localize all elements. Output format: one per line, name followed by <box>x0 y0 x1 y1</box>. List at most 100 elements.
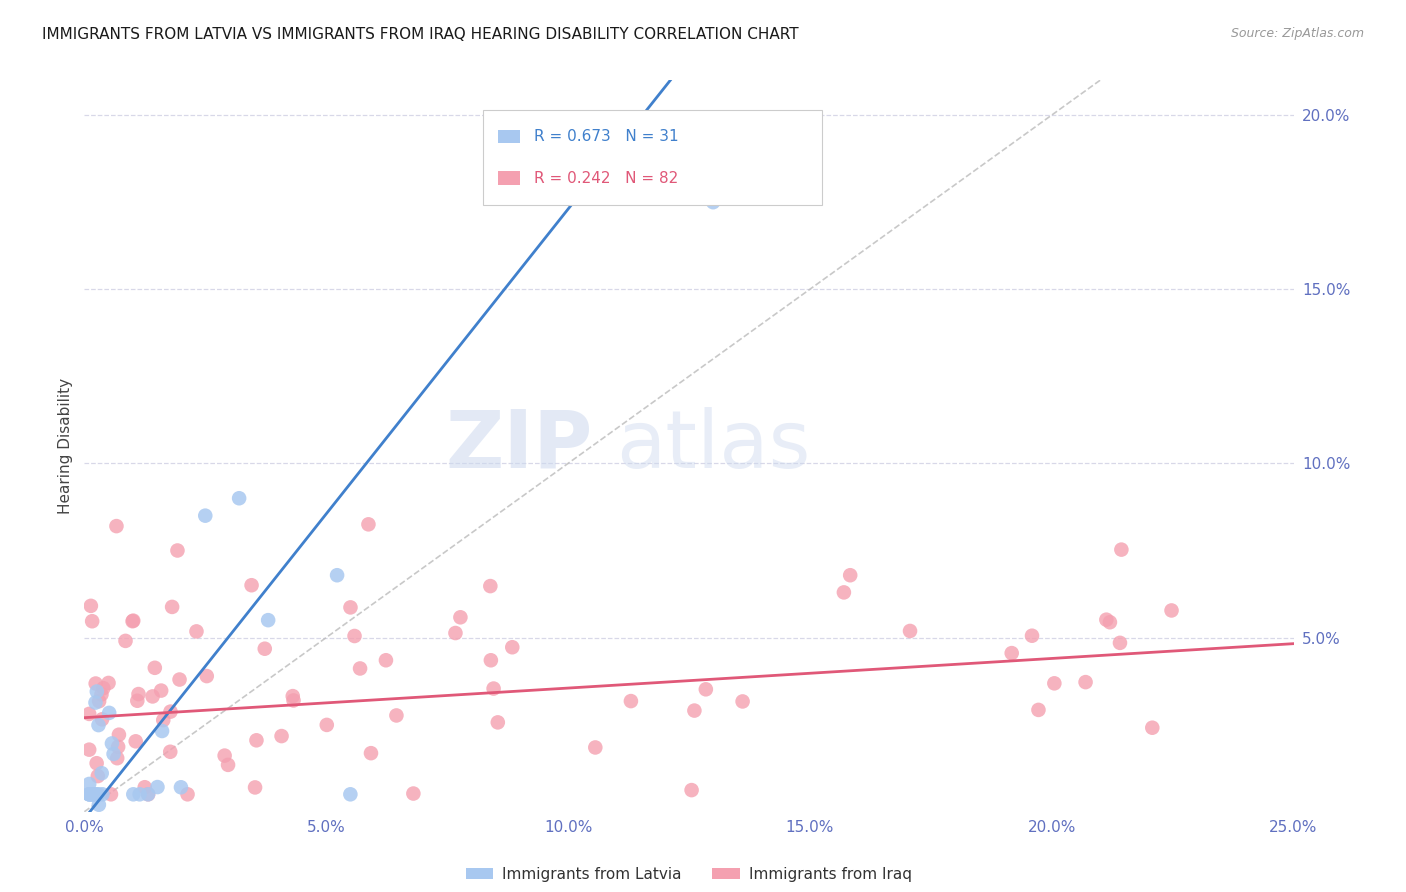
Point <box>150 683 173 698</box>
Point <box>194 508 217 523</box>
Point <box>125 734 148 748</box>
Point <box>160 599 183 614</box>
Point <box>832 585 855 599</box>
Point <box>1001 646 1024 660</box>
Point <box>1095 613 1118 627</box>
Point <box>839 568 862 582</box>
Point <box>77 787 100 801</box>
Text: atlas: atlas <box>616 407 811 485</box>
Point <box>486 715 509 730</box>
Point <box>1111 542 1133 557</box>
Legend: Immigrants from Latvia, Immigrants from Iraq: Immigrants from Latvia, Immigrants from … <box>460 861 918 888</box>
FancyBboxPatch shape <box>498 129 520 143</box>
Point <box>77 787 100 801</box>
Text: R = 0.242   N = 82: R = 0.242 N = 82 <box>534 170 679 186</box>
Point <box>339 600 361 615</box>
Point <box>83 787 105 801</box>
Point <box>583 740 606 755</box>
Point <box>360 746 382 760</box>
Point <box>270 729 292 743</box>
Point <box>681 783 703 797</box>
Point <box>87 797 110 812</box>
Point <box>349 661 371 675</box>
Point <box>87 694 110 708</box>
Point <box>105 751 128 765</box>
Point <box>146 780 169 794</box>
Point <box>245 733 267 747</box>
Point <box>80 787 103 801</box>
Point <box>87 769 110 783</box>
Point <box>243 780 266 795</box>
Point <box>1160 603 1182 617</box>
Point <box>217 757 239 772</box>
Point <box>339 787 361 801</box>
Point <box>84 676 107 690</box>
Point <box>898 624 921 638</box>
Point <box>482 681 505 696</box>
Point <box>128 687 150 701</box>
Point <box>166 543 188 558</box>
Point <box>143 661 166 675</box>
Point <box>87 718 110 732</box>
Point <box>100 787 122 801</box>
Point <box>695 682 717 697</box>
Point <box>343 629 366 643</box>
Point <box>1028 703 1050 717</box>
Point <box>1021 629 1043 643</box>
Point <box>186 624 208 639</box>
Point <box>1098 615 1121 630</box>
Point <box>169 673 191 687</box>
Text: ZIP: ZIP <box>444 407 592 485</box>
Point <box>170 780 193 795</box>
Point <box>449 610 471 624</box>
Point <box>702 195 724 210</box>
Point <box>176 787 198 801</box>
Point <box>283 693 305 707</box>
Point <box>90 687 112 701</box>
Point <box>77 706 100 721</box>
Point <box>315 718 337 732</box>
Point <box>479 653 502 667</box>
Point <box>159 705 181 719</box>
Point <box>152 713 174 727</box>
Point <box>1043 676 1066 690</box>
Text: R = 0.673   N = 31: R = 0.673 N = 31 <box>534 128 679 144</box>
Point <box>80 787 103 801</box>
Point <box>114 633 136 648</box>
Point <box>84 696 107 710</box>
Point <box>101 736 124 750</box>
Point <box>86 684 108 698</box>
Point <box>91 712 114 726</box>
Point <box>82 787 104 801</box>
Point <box>1074 675 1097 690</box>
Point <box>97 676 120 690</box>
Point <box>128 787 150 801</box>
Point <box>142 690 165 704</box>
Point <box>253 641 276 656</box>
Point <box>136 787 159 801</box>
Point <box>98 706 121 720</box>
Point <box>479 579 502 593</box>
Point <box>107 739 129 754</box>
Point <box>281 689 304 703</box>
Point <box>91 787 114 801</box>
Point <box>84 787 107 801</box>
Point <box>195 669 218 683</box>
Point <box>257 613 280 627</box>
Point <box>93 681 115 696</box>
Point <box>385 708 408 723</box>
Point <box>136 787 159 801</box>
Point <box>134 780 156 795</box>
Point <box>620 694 643 708</box>
FancyBboxPatch shape <box>498 171 520 185</box>
Point <box>1142 721 1164 735</box>
Text: Source: ZipAtlas.com: Source: ZipAtlas.com <box>1230 27 1364 40</box>
Point <box>731 694 754 708</box>
Point <box>501 640 523 655</box>
Point <box>357 517 380 532</box>
Point <box>108 728 131 742</box>
Point <box>122 614 145 628</box>
Point <box>80 599 103 613</box>
Point <box>1109 636 1132 650</box>
Point <box>159 745 181 759</box>
